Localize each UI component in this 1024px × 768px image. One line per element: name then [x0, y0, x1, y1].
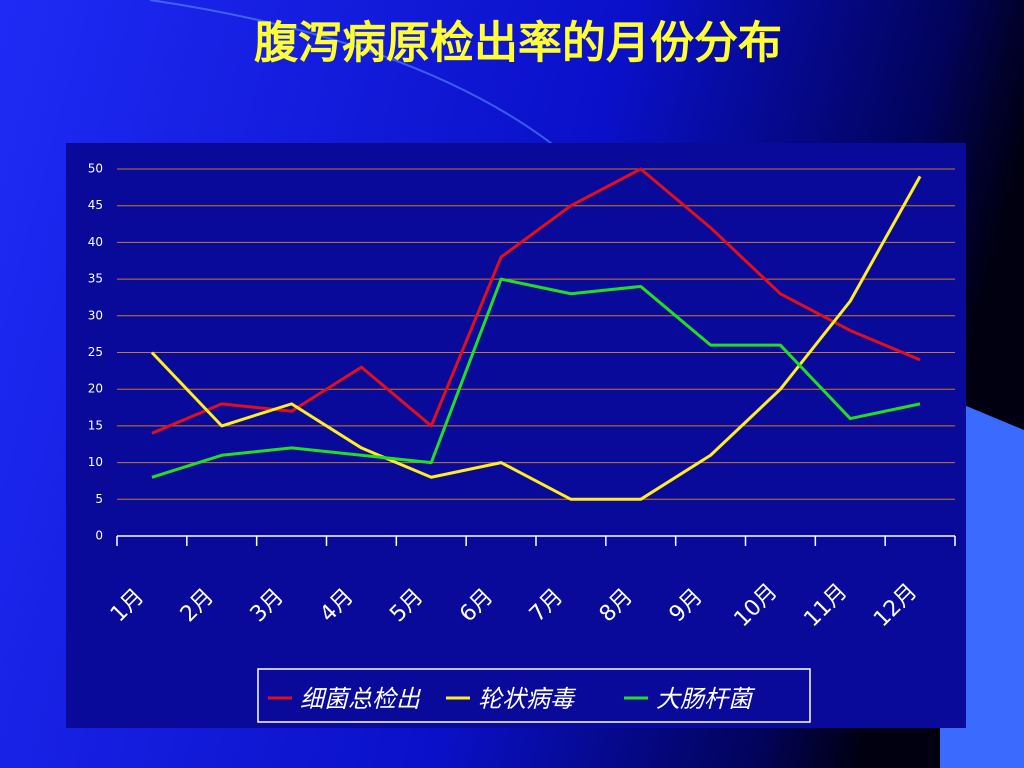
- y-tick-label: 50: [88, 162, 103, 176]
- y-tick-label: 35: [88, 272, 103, 286]
- y-tick-label: 30: [88, 308, 103, 322]
- y-tick-label: 5: [95, 492, 103, 506]
- y-tick-label: 0: [95, 529, 103, 543]
- legend-label: 大肠杆菌: [656, 685, 756, 713]
- legend-label: 细菌总检出: [300, 685, 422, 713]
- y-tick-label: 10: [88, 455, 103, 469]
- series-line: [150, 175, 922, 501]
- series-line: [151, 167, 921, 435]
- y-tick-label: 45: [88, 198, 103, 212]
- series-line: [151, 277, 921, 479]
- decor-arc: [149, 0, 561, 151]
- y-tick-label: 15: [88, 418, 103, 432]
- chart-title: 腹泻病原检出率的月份分布: [254, 18, 782, 69]
- y-tick-label: 40: [88, 235, 103, 249]
- legend-box: [257, 668, 811, 723]
- legend-label: 轮状病毒: [478, 685, 577, 713]
- plot-panel: [66, 143, 966, 728]
- y-tick-label: 20: [88, 382, 103, 396]
- y-tick-label: 25: [88, 345, 103, 359]
